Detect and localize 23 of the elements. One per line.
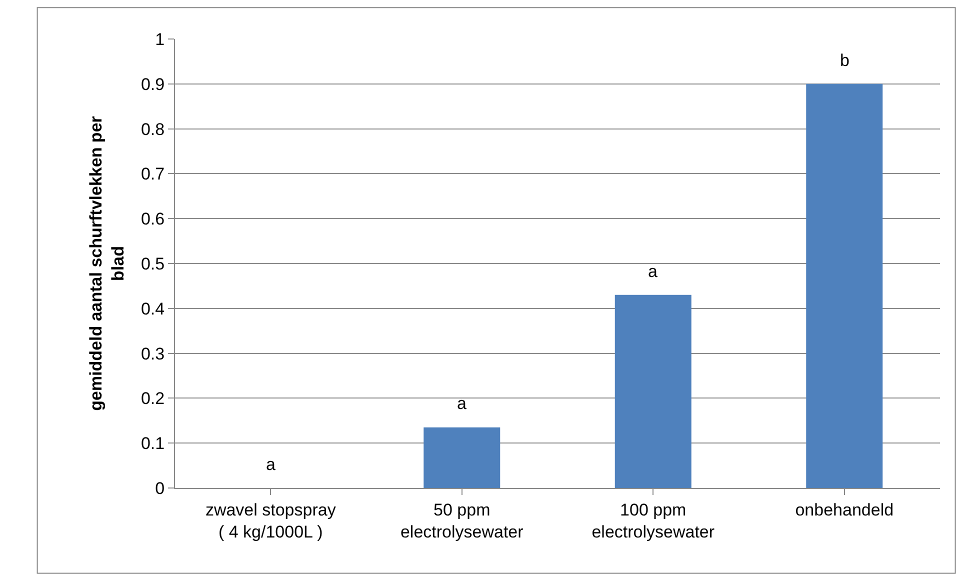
y-tick-label: 0.3 bbox=[140, 344, 165, 364]
x-tick-label: 100 ppm electrolysewater bbox=[592, 500, 715, 542]
y-tick-label: 0.4 bbox=[140, 299, 165, 318]
annotation: a bbox=[266, 455, 276, 474]
y-tick-label: 0.1 bbox=[140, 434, 165, 454]
y-tick-label: 0.7 bbox=[140, 164, 165, 184]
x-tick-label: zwavel stopspray ( 4 kg/1000L ) bbox=[205, 500, 336, 542]
x-tick-label: 50 ppm electrolysewater bbox=[400, 500, 524, 542]
annotation: b bbox=[840, 51, 850, 70]
x-tick-label: onbehandeld bbox=[795, 500, 894, 520]
bar bbox=[614, 294, 692, 488]
y-tick-label: 0.9 bbox=[140, 74, 165, 94]
y-axis-title: gemiddeld aantal schurftvlekken per blad bbox=[86, 116, 128, 411]
y-tick-label: 0.8 bbox=[140, 120, 165, 139]
y-tick-label: 0 bbox=[155, 478, 165, 498]
y-tick-label: 1 bbox=[155, 30, 165, 49]
y-tick-label: 0.2 bbox=[140, 389, 165, 408]
annotation: a bbox=[648, 262, 658, 281]
y-tick-label: 0.5 bbox=[140, 254, 165, 274]
bar bbox=[424, 427, 500, 488]
y-tick-label: 0.6 bbox=[140, 210, 165, 229]
annotation: a bbox=[457, 394, 467, 413]
bar bbox=[806, 84, 883, 488]
